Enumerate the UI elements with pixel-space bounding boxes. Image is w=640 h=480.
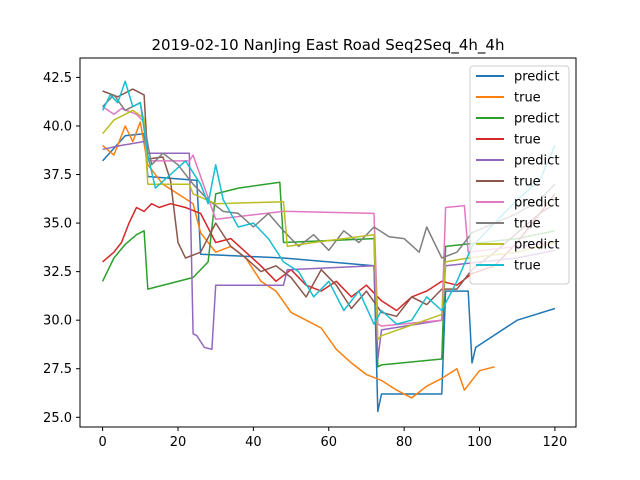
- legend-label: true: [514, 217, 541, 232]
- chart-title: 2019-02-10 NanJing East Road Seq2Seq_4h_…: [152, 36, 505, 55]
- series-layer: [101, 80, 556, 413]
- plot-area: [79, 57, 577, 428]
- x-tick-label: 0: [98, 435, 106, 450]
- x-tick-label: 40: [245, 435, 262, 450]
- legend-label: true: [514, 133, 541, 148]
- legend-label: predict: [514, 112, 559, 127]
- y-tick-label: 32.5: [43, 265, 72, 280]
- legend-label: predict: [514, 70, 559, 85]
- y-tick-label: 27.5: [43, 362, 72, 377]
- legend-label: predict: [514, 154, 559, 169]
- legend-label: true: [514, 259, 541, 274]
- y-tick-label: 42.5: [43, 71, 72, 86]
- x-tick-label: 80: [396, 435, 413, 450]
- x-tick-label: 60: [320, 435, 337, 450]
- series-line-9-true: [101, 80, 556, 325]
- series-line-8-predict: [102, 109, 556, 341]
- y-tick-label: 30.0: [43, 314, 72, 329]
- plot-frame: [79, 57, 577, 428]
- series-line-2-predict: [101, 181, 556, 368]
- legend-label: predict: [514, 196, 559, 211]
- legend: predict true predict true predict true predict…: [469, 65, 570, 285]
- x-axis: 0 20 40 60 80 100 120: [98, 427, 567, 450]
- series-line-7-true: [102, 94, 556, 259]
- y-tick-label: 25.0: [43, 411, 72, 426]
- legend-label: true: [514, 91, 541, 106]
- y-tick-label: 40.0: [43, 119, 72, 134]
- legend-label: predict: [514, 238, 559, 253]
- y-tick-label: 35.0: [43, 217, 72, 232]
- legend-box: [469, 65, 570, 285]
- y-axis: 25.0 27.5 30.0 32.5 35.0 37.5 40.0 42.5: [43, 71, 80, 426]
- y-tick-label: 37.5: [43, 168, 72, 183]
- x-tick-label: 120: [542, 435, 567, 450]
- series-line-6-predict: [102, 105, 555, 327]
- x-tick-label: 100: [467, 435, 492, 450]
- legend-label: true: [514, 175, 541, 190]
- x-tick-label: 20: [170, 435, 187, 450]
